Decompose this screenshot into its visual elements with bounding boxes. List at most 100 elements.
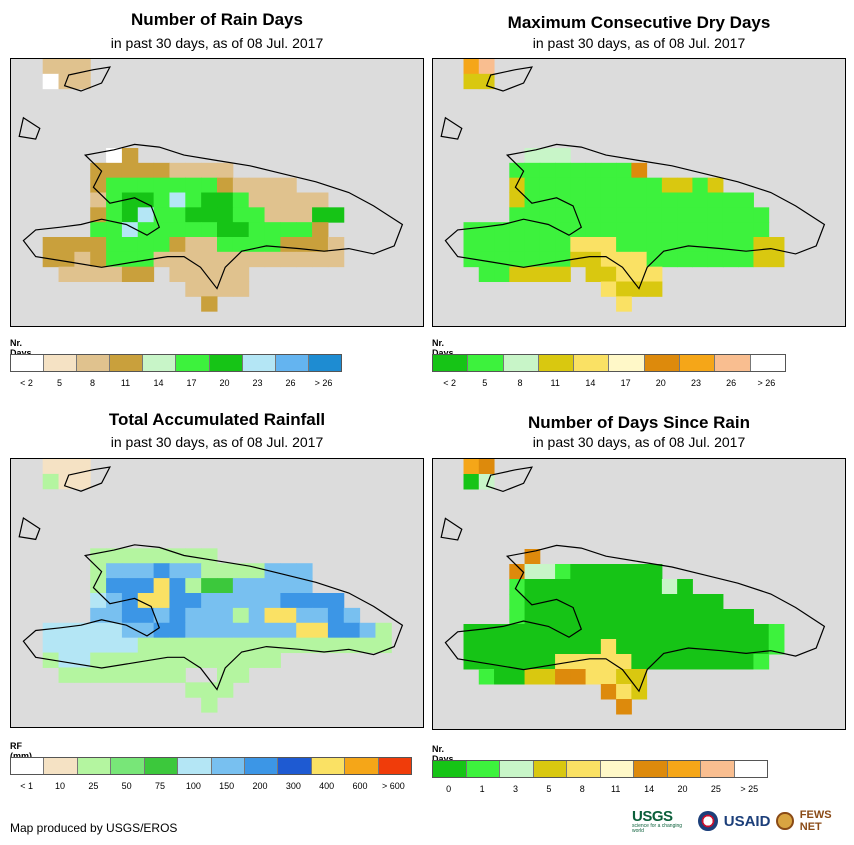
map-cell <box>707 639 724 655</box>
map-cell <box>555 609 571 625</box>
map-cell <box>585 639 602 655</box>
legend-swatch <box>77 758 112 774</box>
map-cell <box>463 251 480 268</box>
map-cell <box>616 669 632 685</box>
legend-label: < 2 <box>20 378 33 388</box>
map-cell <box>264 563 281 579</box>
legend-label: 11 <box>120 378 131 388</box>
map-cell <box>185 222 202 238</box>
map-cell <box>296 563 313 579</box>
map-cell <box>327 607 345 624</box>
legend-bar <box>10 354 342 372</box>
panel-subtitle: in past 30 days, as of 08 Jul. 2017 <box>110 35 324 51</box>
legend-title: RF (mm) <box>10 741 32 761</box>
map-cell <box>153 207 170 223</box>
map-cell <box>153 667 170 683</box>
map-cell <box>312 593 329 609</box>
map-cell <box>707 192 724 208</box>
map-cell <box>327 237 345 253</box>
map-cell <box>169 192 186 208</box>
map-cell <box>264 593 281 609</box>
map-cell <box>585 207 602 223</box>
map-cell <box>585 222 602 238</box>
map-cell <box>707 237 724 253</box>
map-cell <box>185 607 202 624</box>
legend-label: 20 <box>655 378 666 388</box>
map-cell <box>74 637 91 654</box>
map-cell <box>753 624 770 640</box>
map-cell <box>42 622 60 639</box>
map-cell <box>90 667 107 683</box>
map-cell <box>539 162 556 179</box>
map-cell <box>327 207 345 223</box>
map-cell <box>153 607 170 624</box>
map-cell <box>201 622 218 639</box>
legend-bar <box>432 354 786 372</box>
map-cell <box>509 624 526 640</box>
legend-label: 17 <box>620 378 631 388</box>
legend-swatch <box>500 761 534 777</box>
map-cell <box>264 192 281 208</box>
map-cell <box>738 222 754 238</box>
legend-label: 23 <box>690 378 702 388</box>
island-outline <box>485 466 533 493</box>
map-cell <box>327 593 345 609</box>
map-cell <box>280 207 297 223</box>
map-cell <box>90 266 107 282</box>
legend-swatch <box>111 758 145 774</box>
map-cell <box>570 177 587 193</box>
map-cell <box>692 251 709 268</box>
map-cell <box>106 207 123 223</box>
map-cell <box>137 207 155 223</box>
map-cell <box>201 177 218 193</box>
map-cell <box>616 609 632 625</box>
map-cell <box>585 564 602 580</box>
island-outline <box>440 517 463 541</box>
map-cell <box>661 654 678 670</box>
legend-swatch <box>667 761 701 777</box>
map-cell <box>707 177 724 193</box>
map-cell <box>232 281 250 297</box>
legend-swatch <box>715 355 751 371</box>
map-cell <box>616 654 632 670</box>
map-cell <box>463 459 480 475</box>
panel-subtitle: in past 30 days, as of 08 Jul. 2017 <box>532 434 746 450</box>
map-cell <box>722 609 739 625</box>
island-outline <box>485 66 533 92</box>
map-cell <box>153 563 170 579</box>
map-cell <box>74 459 91 475</box>
map-cell <box>524 251 541 268</box>
map-cell <box>327 251 345 268</box>
map-cell <box>585 266 602 282</box>
map-cell <box>201 563 218 579</box>
map-cell <box>106 266 123 282</box>
map-cell <box>616 237 632 253</box>
map-cell <box>616 162 632 179</box>
legend-swatch <box>242 355 276 371</box>
map-cell <box>524 207 541 223</box>
legend-swatch <box>433 355 469 371</box>
map-cell <box>312 192 329 208</box>
map-cell <box>692 192 709 208</box>
map-cell <box>539 177 556 193</box>
map-cell <box>539 251 556 268</box>
map-cell <box>169 266 186 282</box>
map-cell <box>296 251 313 268</box>
map-cell <box>217 593 234 609</box>
map-cell <box>121 237 139 253</box>
map-cell <box>74 73 91 90</box>
map-cell <box>106 607 123 624</box>
island-outline <box>63 466 111 492</box>
map-cell <box>524 564 541 580</box>
map-cell <box>74 667 91 683</box>
map-cell <box>509 162 526 179</box>
map-cell <box>169 637 186 654</box>
map-cell <box>201 281 218 297</box>
map-cell <box>217 177 234 193</box>
map-cell <box>494 624 510 640</box>
map-cell <box>153 192 170 208</box>
map-cell <box>738 251 754 268</box>
map-cell <box>280 177 297 193</box>
map-cell <box>600 251 617 268</box>
map-cell <box>722 251 739 268</box>
